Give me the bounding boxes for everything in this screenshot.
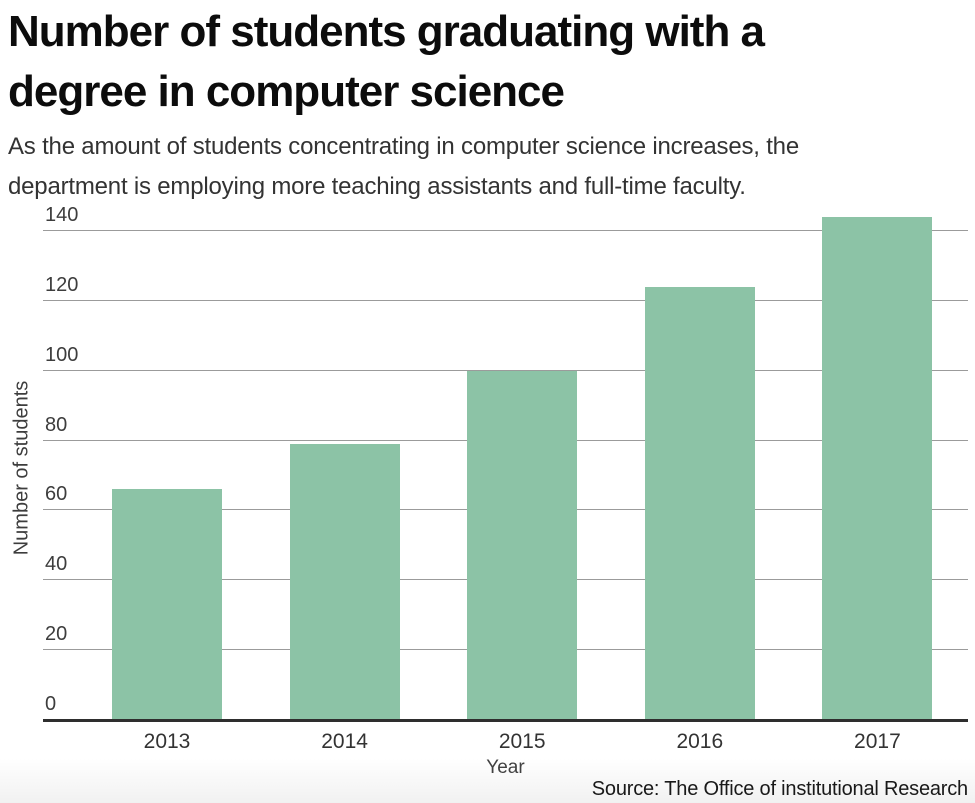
y-tick-label-40: 40 (45, 553, 68, 576)
source-credit: Source: The Office of institutional Rese… (591, 778, 968, 800)
gridline-140 (43, 230, 968, 231)
bar-2014 (289, 444, 400, 720)
bar-2013 (112, 489, 222, 720)
chart-subtitle: As the amount of students concentrating … (8, 127, 938, 207)
bar-2015 (467, 370, 578, 720)
x-axis-line (43, 719, 968, 722)
bar-2017 (822, 217, 933, 720)
plot-area: 0 20 40 60 80 100 120 140 2013 2014 2015 2016 2017 (43, 205, 968, 753)
y-tick-label-60: 60 (45, 483, 68, 506)
gridline-120 (43, 299, 968, 301)
x-tick-label-2013: 2013 (143, 730, 191, 753)
y-tick-label-120: 120 (45, 273, 79, 296)
y-tick-label-80: 80 (45, 413, 68, 436)
x-tick-label-2014: 2014 (321, 730, 368, 753)
chart-title: Number of students graduating with a deg… (8, 2, 938, 122)
gridline-100 (43, 369, 968, 371)
y-tick-label-100: 100 (45, 343, 79, 366)
chart-title-line-1: Number of students graduating with a (8, 7, 765, 56)
y-tick-label-0: 0 (45, 693, 57, 715)
x-tick-label-2015: 2015 (498, 730, 546, 753)
chart-title-line-2: degree in computer science (8, 67, 565, 116)
y-tick-label-20: 20 (45, 623, 68, 646)
y-tick-label-140: 140 (45, 204, 79, 226)
x-tick-label-2016: 2016 (676, 730, 724, 753)
chart-subtitle-line-1: As the amount of students concentrating … (8, 133, 799, 160)
x-axis-title: Year (486, 757, 525, 778)
x-tick-label-2017: 2017 (854, 730, 901, 753)
bar-2016 (644, 286, 755, 720)
y-axis-title: Number of students (10, 380, 33, 556)
chart-subtitle-line-2: department is employing more teaching as… (8, 173, 746, 200)
